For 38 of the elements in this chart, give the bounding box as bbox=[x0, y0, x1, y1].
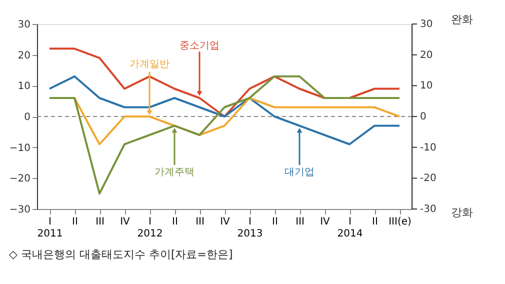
y2-tick-label: 30 bbox=[18, 20, 30, 30]
x-tick-label: II bbox=[372, 216, 378, 228]
annotation: 중소기업 bbox=[180, 40, 220, 52]
y-tick-label: -20 bbox=[420, 173, 436, 184]
y-tick-label: -30 bbox=[420, 204, 436, 215]
x-tick-label: I 2014 bbox=[337, 216, 363, 240]
x-tick-label: I 2012 bbox=[137, 216, 163, 240]
text: 완화 bbox=[451, 13, 473, 26]
x-tick-label: IV bbox=[220, 216, 230, 228]
x-tick-label: III bbox=[96, 216, 104, 228]
annotation: 대기업 bbox=[284, 167, 314, 178]
y-tick-label: 30 bbox=[420, 19, 433, 30]
x-tick-label: III bbox=[296, 216, 304, 228]
line-series bbox=[48, 75, 400, 146]
x-tick-label: I 2011 bbox=[37, 216, 63, 240]
y-tick-label: 0 bbox=[420, 112, 426, 122]
y-tick-label: 10 bbox=[420, 80, 433, 92]
annotation: 가계일반 bbox=[130, 59, 170, 70]
line-series bbox=[48, 75, 400, 195]
y2-tick-label: 10 bbox=[18, 81, 30, 92]
x-tick-label: IV bbox=[120, 216, 130, 228]
y-tick-label: -10 bbox=[420, 142, 436, 154]
x-tick-label: IV bbox=[320, 216, 330, 228]
x-tick-label: II bbox=[172, 216, 178, 228]
x-tick-label: III bbox=[196, 216, 204, 228]
y-tick-label: 20 bbox=[420, 50, 433, 61]
annotation: 가계주택 bbox=[154, 167, 194, 178]
x-tick-label: II bbox=[272, 216, 278, 228]
x-tick-label: II bbox=[72, 216, 78, 228]
x-tick-label: I 2013 bbox=[237, 216, 263, 240]
y2-tick-label: −10 bbox=[9, 142, 30, 154]
text: 강화 bbox=[451, 206, 473, 219]
y2-tick-label: −30 bbox=[9, 204, 30, 216]
y2-tick-label: −20 bbox=[9, 174, 30, 185]
x-tick-label: III(e) bbox=[388, 216, 412, 228]
y2-tick-label: 0 bbox=[24, 112, 30, 123]
text: ◇ 국내은행의 대출태도지수 추이[자료=한은] bbox=[9, 248, 233, 261]
y2-tick-label: 20 bbox=[18, 50, 30, 62]
